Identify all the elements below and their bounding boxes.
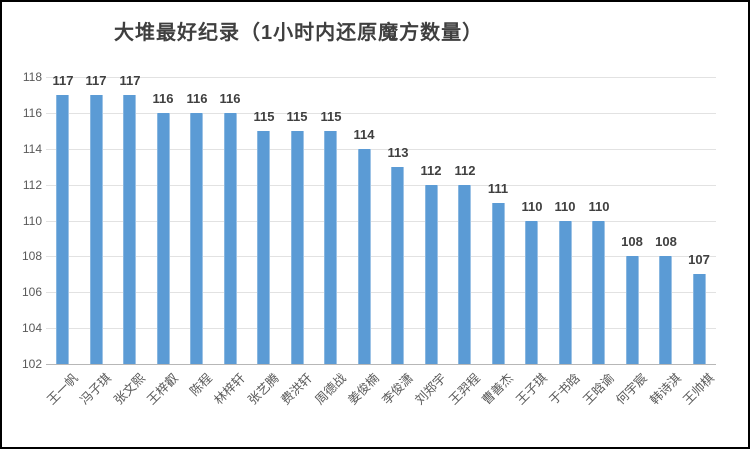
- bar: [224, 113, 237, 364]
- bar: [291, 131, 304, 364]
- bar: [693, 274, 706, 364]
- bar: [391, 167, 404, 364]
- bar: [626, 256, 639, 364]
- bar: [358, 149, 371, 364]
- bar: [425, 185, 438, 364]
- bar-data-label: 107: [688, 252, 710, 267]
- bar-data-label: 116: [186, 91, 208, 106]
- bar: [90, 95, 103, 364]
- x-axis-line: [46, 364, 716, 365]
- y-axis-tick-label: 106: [21, 285, 42, 299]
- y-axis-tick-label: 112: [22, 178, 42, 192]
- bar: [492, 203, 505, 364]
- bar-data-label: 116: [219, 91, 241, 106]
- y-axis-tick-label: 110: [22, 214, 42, 228]
- bar-data-label: 113: [387, 145, 409, 160]
- bar-data-label: 111: [487, 181, 509, 196]
- bar: [659, 256, 672, 364]
- bar: [257, 131, 270, 364]
- y-axis-tick-label: 118: [22, 70, 42, 84]
- gridline: [46, 185, 716, 186]
- bar-data-label: 112: [420, 163, 442, 178]
- gridline: [46, 77, 716, 78]
- bar: [123, 95, 136, 364]
- bar-data-label: 108: [621, 234, 643, 249]
- gridline: [46, 149, 716, 150]
- bar-data-label: 117: [85, 73, 107, 88]
- gridline: [46, 221, 716, 222]
- bar-data-label: 108: [655, 234, 677, 249]
- bar-data-label: 110: [554, 199, 576, 214]
- bar: [157, 113, 170, 364]
- bar-data-label: 115: [253, 109, 275, 124]
- bar-data-label: 115: [320, 109, 342, 124]
- bar: [458, 185, 471, 364]
- bar: [190, 113, 203, 364]
- bar-data-label: 110: [588, 199, 610, 214]
- y-axis-tick-label: 102: [21, 357, 42, 371]
- bar-data-label: 117: [52, 73, 74, 88]
- bar: [592, 221, 605, 364]
- bar-data-label: 116: [152, 91, 174, 106]
- bar-data-label: 115: [286, 109, 308, 124]
- y-axis-tick-label: 104: [21, 321, 42, 335]
- bar: [525, 221, 538, 364]
- chart-title: 大堆最好纪录（1小时内还原魔方数量）: [114, 22, 484, 44]
- bar: [559, 221, 572, 364]
- gridline: [46, 292, 716, 293]
- bar-data-label: 112: [454, 163, 476, 178]
- bar-data-label: 114: [353, 127, 375, 142]
- y-axis-tick-label: 114: [22, 142, 42, 156]
- bar-data-label: 117: [119, 73, 141, 88]
- y-axis-tick-label: 116: [22, 106, 42, 120]
- gridline: [46, 256, 716, 257]
- gridline: [46, 328, 716, 329]
- bar-data-label: 110: [521, 199, 543, 214]
- gridline: [46, 113, 716, 114]
- bar: [324, 131, 337, 364]
- y-axis-tick-label: 108: [21, 249, 42, 263]
- bar: [56, 95, 69, 364]
